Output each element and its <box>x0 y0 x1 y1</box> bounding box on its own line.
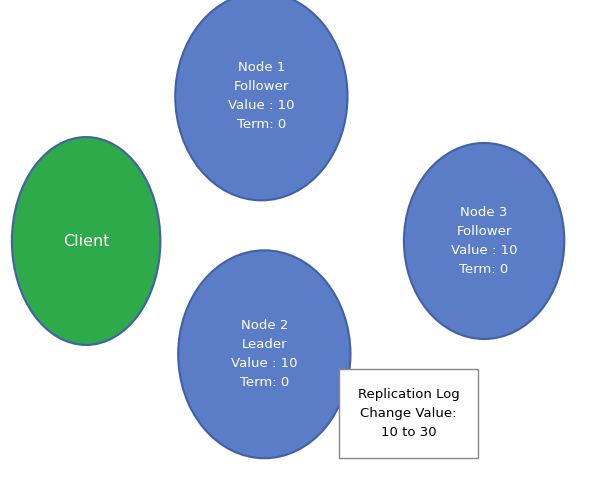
Text: Node 1
Follower
Value : 10
Term: 0: Node 1 Follower Value : 10 Term: 0 <box>228 61 295 132</box>
Ellipse shape <box>178 250 350 458</box>
Ellipse shape <box>12 137 160 345</box>
Ellipse shape <box>404 143 564 339</box>
Text: Node 2
Leader
Value : 10
Term: 0: Node 2 Leader Value : 10 Term: 0 <box>231 319 298 389</box>
Text: Node 3
Follower
Value : 10
Term: 0: Node 3 Follower Value : 10 Term: 0 <box>451 206 517 276</box>
Ellipse shape <box>175 0 347 201</box>
FancyBboxPatch shape <box>339 369 478 458</box>
Text: Client: Client <box>63 233 109 249</box>
Text: Replication Log
Change Value:
10 to 30: Replication Log Change Value: 10 to 30 <box>358 388 459 439</box>
